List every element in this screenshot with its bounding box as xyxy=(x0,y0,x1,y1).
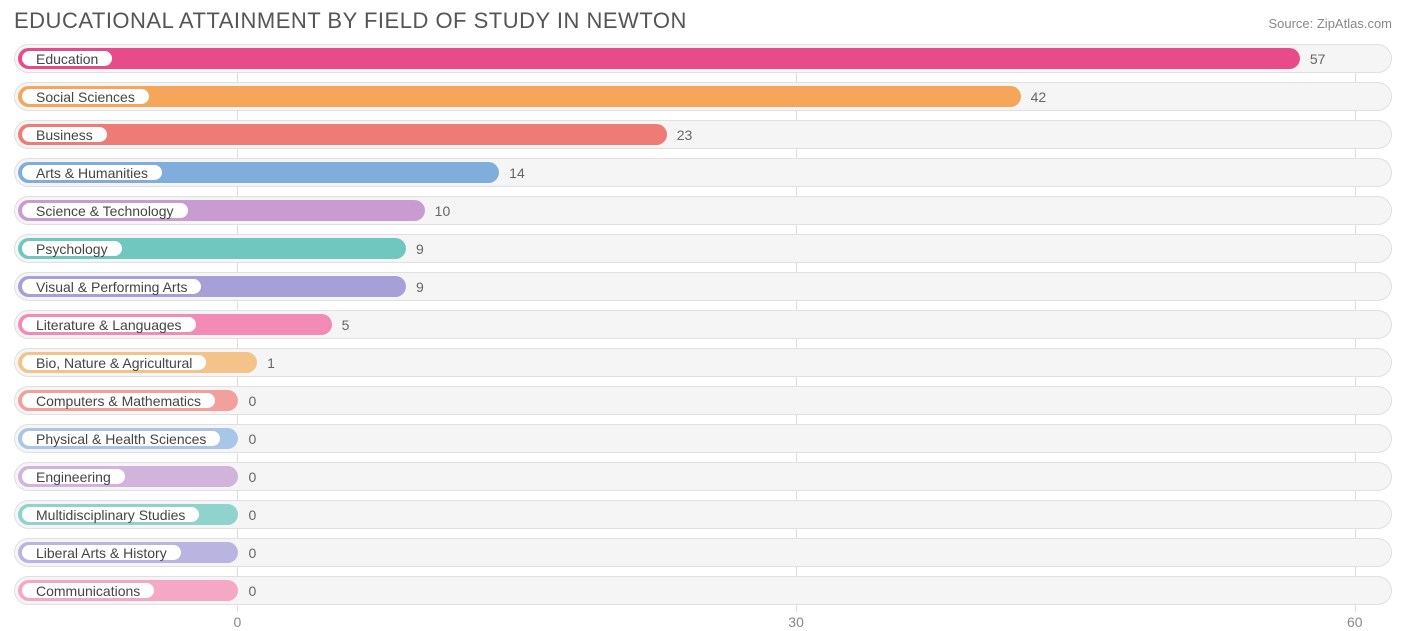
x-axis: 0 30 60 xyxy=(14,612,1392,631)
value-label: 14 xyxy=(501,159,525,186)
category-pill: Engineering xyxy=(20,467,127,486)
bar-row: Bio, Nature & Agricultural 1 xyxy=(14,348,1392,377)
bar-fill xyxy=(18,86,1021,107)
bar-row: Visual & Performing Arts 9 xyxy=(14,272,1392,301)
value-label: 0 xyxy=(240,577,256,604)
value-label: 0 xyxy=(240,425,256,452)
bar-row: Physical & Health Sciences 0 xyxy=(14,424,1392,453)
axis-tick: 30 xyxy=(788,614,804,630)
chart-container: EDUCATIONAL ATTAINMENT BY FIELD OF STUDY… xyxy=(0,0,1406,631)
value-label: 5 xyxy=(334,311,350,338)
bar-row: Education 57 xyxy=(14,44,1392,73)
chart-header: EDUCATIONAL ATTAINMENT BY FIELD OF STUDY… xyxy=(14,8,1392,34)
value-label: 23 xyxy=(669,121,693,148)
value-label: 9 xyxy=(408,235,424,262)
bar-row: Communications 0 xyxy=(14,576,1392,605)
bar-row: Science & Technology 10 xyxy=(14,196,1392,225)
chart-area: Education 57 Social Sciences 42 Business 23 Ar… xyxy=(14,44,1392,631)
value-label: 0 xyxy=(240,387,256,414)
chart-title: EDUCATIONAL ATTAINMENT BY FIELD OF STUDY… xyxy=(14,8,687,34)
value-label: 0 xyxy=(240,501,256,528)
bar-row: Multidisciplinary Studies 0 xyxy=(14,500,1392,529)
category-pill: Arts & Humanities xyxy=(20,163,164,182)
category-pill: Multidisciplinary Studies xyxy=(20,505,201,524)
value-label: 10 xyxy=(427,197,451,224)
category-pill: Education xyxy=(20,49,114,68)
category-pill: Physical & Health Sciences xyxy=(20,429,222,448)
bar-row: Literature & Languages 5 xyxy=(14,310,1392,339)
category-pill: Social Sciences xyxy=(20,87,151,106)
category-pill: Bio, Nature & Agricultural xyxy=(20,353,208,372)
category-pill: Visual & Performing Arts xyxy=(20,277,203,296)
chart-source: Source: ZipAtlas.com xyxy=(1268,16,1392,31)
value-label: 0 xyxy=(240,463,256,490)
value-label: 1 xyxy=(259,349,275,376)
bar-row: Business 23 xyxy=(14,120,1392,149)
value-label: 57 xyxy=(1302,45,1326,72)
category-pill: Liberal Arts & History xyxy=(20,543,183,562)
bar-row: Psychology 9 xyxy=(14,234,1392,263)
rows-holder: Education 57 Social Sciences 42 Business 23 Ar… xyxy=(14,44,1392,605)
category-pill: Computers & Mathematics xyxy=(20,391,217,410)
category-pill: Psychology xyxy=(20,239,124,258)
category-pill: Science & Technology xyxy=(20,201,190,220)
bar-row: Engineering 0 xyxy=(14,462,1392,491)
value-label: 42 xyxy=(1023,83,1047,110)
bar-row: Computers & Mathematics 0 xyxy=(14,386,1392,415)
bar-row: Arts & Humanities 14 xyxy=(14,158,1392,187)
value-label: 0 xyxy=(240,539,256,566)
bar-row: Social Sciences 42 xyxy=(14,82,1392,111)
axis-tick: 0 xyxy=(234,614,242,630)
category-pill: Communications xyxy=(20,581,156,600)
category-pill: Business xyxy=(20,125,109,144)
bar-fill xyxy=(18,48,1300,69)
bar-row: Liberal Arts & History 0 xyxy=(14,538,1392,567)
category-pill: Literature & Languages xyxy=(20,315,198,334)
value-label: 9 xyxy=(408,273,424,300)
bar-fill xyxy=(18,124,667,145)
axis-tick: 60 xyxy=(1347,614,1363,630)
